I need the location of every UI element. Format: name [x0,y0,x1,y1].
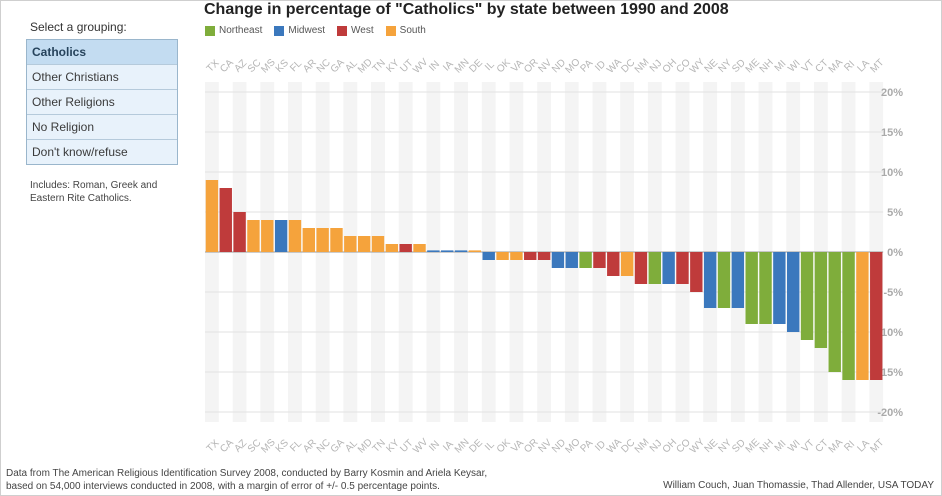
bar-de [468,250,482,252]
bar-wy [690,252,703,292]
bar-oh [662,252,675,284]
y-tick-label: 10% [881,167,903,179]
bar-vt [800,252,814,340]
bar-in [427,250,440,252]
credits: William Couch, Juan Thomassie, Thad Alle… [663,480,934,491]
legend-item-midwest: Midwest [274,25,325,36]
source-line-2: based on 54,000 interviews conducted in … [6,481,440,492]
bar-nd [551,252,565,268]
legend-swatch-west [337,25,348,36]
bar-mt [870,252,883,380]
bar-ia [441,250,454,252]
legend-label-midwest: Midwest [288,25,326,36]
bar-ma [828,252,841,372]
bar-ne [703,252,717,308]
bar-nj [648,252,661,284]
y-tick-label: 20% [881,87,903,99]
category-label-top: MT [868,57,886,75]
bar-mo [565,252,578,268]
category-label-bottom: DE [467,437,485,455]
bar-tx [205,180,219,252]
legend-item-west: West [337,25,374,36]
bar-al [344,236,357,252]
bar-co [676,252,689,284]
bar-ms [261,220,274,252]
chart-legend: Northeast Midwest West South [205,25,426,36]
chart-title: Change in percentage of "Catholics" by s… [204,1,729,18]
bar-wa [607,252,620,276]
bar-nv [537,252,551,260]
grouping-sidebar: Select a grouping: Catholics Other Chris… [26,20,178,205]
y-tick-label: 5% [887,207,903,219]
bar-ct [814,252,828,348]
source-line-1: Data from The American Religious Identif… [6,468,488,479]
category-label-bottom: IN [427,439,442,454]
grouping-option-dont-know-refuse[interactable]: Don't know/refuse [27,140,177,164]
y-tick-label: -15% [877,367,903,379]
bar-chart: 20%15%10%5%0%-5%-10%-15%-20%TXTXCACAAZAZ… [205,56,903,455]
grouping-option-other-christians[interactable]: Other Christians [27,65,177,90]
bar-nh [759,252,772,324]
legend-item-northeast: Northeast [205,25,262,36]
bar-ri [842,252,855,380]
bar-ca [219,188,232,252]
bar-ks [274,220,288,252]
bar-va [510,252,523,260]
bar-sc [247,220,260,252]
bar-ut [399,244,412,252]
bar-wi [787,252,800,332]
bar-wv [413,244,426,252]
bar-mi [773,252,786,324]
category-label-top: IN [427,59,442,74]
bar-sd [731,252,745,308]
bar-ga [330,228,343,252]
grouping-list: Catholics Other Christians Other Religio… [26,39,178,165]
bar-az [233,212,246,252]
y-tick-label: -10% [877,327,903,339]
y-tick-label: -20% [877,407,903,419]
bar-mn [454,250,468,252]
category-label-bottom: MT [868,437,886,455]
y-tick-label: 0% [887,247,903,259]
bar-la [856,252,869,380]
legend-swatch-south [385,25,396,36]
category-label-top: DE [467,57,485,75]
bar-pa [579,252,592,268]
grouping-option-catholics[interactable]: Catholics [27,40,177,65]
legend-swatch-midwest [274,25,285,36]
bar-nm [634,252,648,284]
source-note: Data from The American Religious Identif… [6,467,487,493]
bar-md [357,236,371,252]
bar-il [482,252,495,260]
bar-me [745,252,758,324]
bar-ky [385,244,399,252]
legend-label-northeast: Northeast [219,25,263,36]
bar-ar [302,228,315,252]
y-tick-label: -5% [883,287,903,299]
legend-swatch-northeast [205,25,215,36]
bar-fl [288,220,302,252]
legend-label-south: South [399,25,426,36]
bar-id [593,252,606,268]
y-tick-label: 15% [881,127,903,139]
bar-ok [496,252,509,260]
select-grouping-label: Select a grouping: [30,20,127,34]
bar-nc [316,228,329,252]
legend-item-south: South [385,25,426,36]
bar-ny [717,252,731,308]
bar-or [524,252,537,260]
bar-dc [620,252,634,276]
legend-label-west: West [351,25,374,36]
grouping-option-no-religion[interactable]: No Religion [27,115,177,140]
grouping-option-other-religions[interactable]: Other Religions [27,90,177,115]
includes-note: Includes: Roman, Greek and Eastern Rite … [30,180,158,204]
bar-tn [371,236,385,252]
